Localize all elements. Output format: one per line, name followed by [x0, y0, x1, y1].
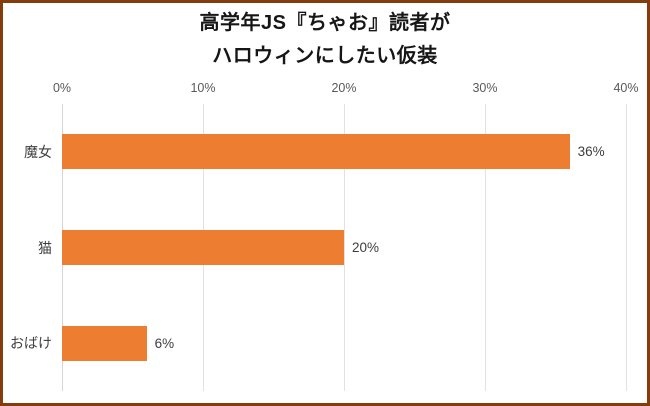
y-axis-category-labels: 魔女猫おばけ	[3, 104, 52, 391]
bar-おばけ	[62, 325, 147, 361]
chart-title: 高学年JS『ちゃお』読者が ハロウィンにしたい仮装	[3, 7, 647, 73]
x-axis-tick-label: 20%	[331, 81, 357, 95]
category-label: 魔女	[24, 143, 52, 160]
x-axis-tick-label: 10%	[190, 81, 216, 95]
value-label: 6%	[154, 335, 175, 351]
category-label: 猫	[38, 239, 52, 256]
x-axis-tick-label: 0%	[52, 81, 72, 95]
chart-title-line-2: ハロウィンにしたい仮装	[212, 45, 438, 67]
x-axis-tick-label: 40%	[613, 81, 639, 95]
bar-row: 36%	[62, 104, 626, 200]
bar-row: 20%	[62, 200, 626, 296]
value-label: 20%	[352, 240, 380, 255]
gridline	[485, 104, 486, 391]
value-label: 36%	[577, 144, 605, 160]
gridline	[626, 104, 627, 391]
category-label: おばけ	[10, 335, 52, 352]
bar-魔女	[62, 134, 570, 170]
bar-rows: 36% 20% 6%	[62, 104, 626, 391]
bar-猫	[62, 230, 344, 265]
bar-row: 6%	[62, 295, 626, 391]
x-axis-tick-label: 30%	[472, 81, 498, 95]
chart-title-line-1: 高学年JS『ちゃお』読者が	[199, 12, 451, 34]
plot-area: 36% 20% 6%	[62, 104, 627, 391]
x-axis-top: 0% 10% 20% 30% 40%	[53, 81, 639, 97]
gridline	[344, 104, 345, 391]
